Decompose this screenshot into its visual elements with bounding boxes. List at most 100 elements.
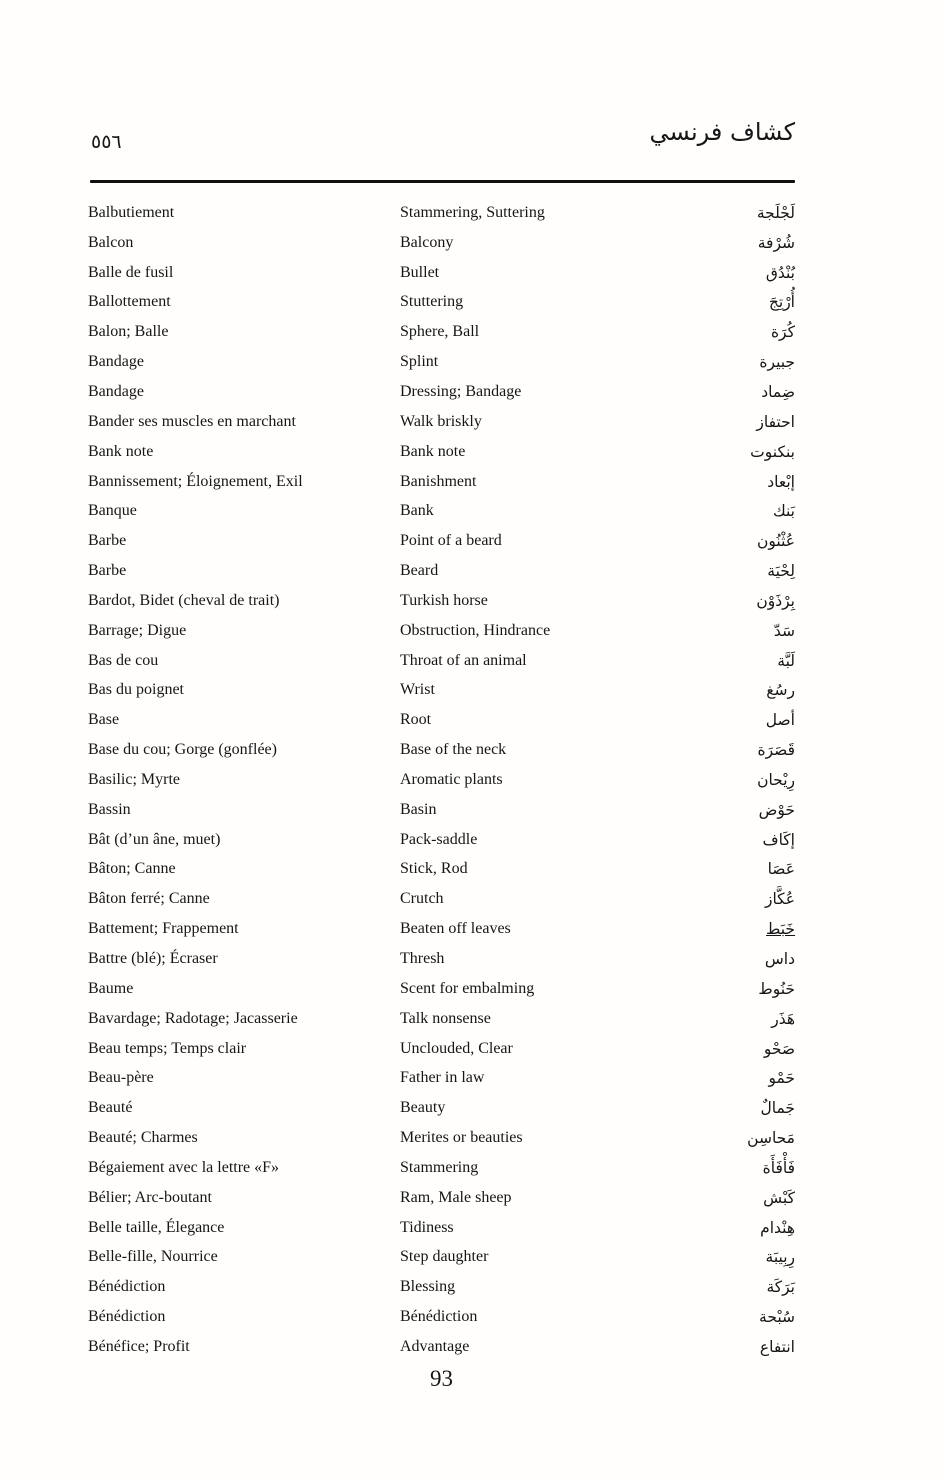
arabic-term: حَنُوط	[758, 979, 795, 998]
english-term: Bénédiction	[400, 1308, 478, 1326]
table-row: Bénédiction Blessing بَرَكَة	[88, 1272, 795, 1302]
table-row: Bardot, Bidet (cheval de trait) Turkish …	[88, 586, 795, 616]
arabic-term: رِيْحان	[757, 770, 795, 789]
english-term: Bank note	[400, 442, 466, 460]
table-row: Belle taille, Élegance Tidiness هِنْدام	[88, 1213, 795, 1243]
english-term: Aromatic plants	[400, 770, 503, 788]
french-term: Belle taille, Élegance	[88, 1218, 225, 1236]
english-term: Beard	[400, 562, 439, 580]
table-row: Bandage Splint جبيرة	[88, 347, 795, 377]
french-term: Bélier; Arc-boutant	[88, 1188, 212, 1206]
french-term: Barbe	[88, 532, 127, 550]
english-term: Blessing	[400, 1278, 456, 1296]
english-term: Beauty	[400, 1099, 446, 1117]
arabic-term: لَجْلَجة	[756, 203, 795, 222]
table-row: Belle-fille, Nourrice Step daughter رِبِ…	[88, 1243, 795, 1273]
english-term: Bullet	[400, 263, 440, 281]
english-term: Walk briskly	[400, 412, 482, 430]
french-term: Balle de fusil	[88, 263, 174, 281]
english-term: Scent for embalming	[400, 979, 535, 997]
english-term: Unclouded, Clear	[400, 1039, 513, 1057]
french-term: Base	[88, 711, 120, 729]
french-term: Balon; Balle	[88, 323, 169, 341]
english-term: Talk nonsense	[400, 1009, 491, 1027]
french-term: Bénédiction	[88, 1308, 166, 1326]
table-row: Beau temps; Temps clair Unclouded, Clear…	[88, 1034, 795, 1064]
arabic-term: جبيرة	[759, 353, 795, 372]
english-term: Stammering	[400, 1158, 479, 1176]
english-term: Basin	[400, 800, 437, 818]
table-row: Bassin Basin حَوْض	[88, 795, 795, 825]
french-term: Beau temps; Temps clair	[88, 1039, 247, 1057]
english-term: Obstruction, Hindrance	[400, 621, 551, 639]
arabic-term: بَرَكَة	[766, 1278, 795, 1297]
table-row: Bas de cou Throat of an animal لَبَّة	[88, 646, 795, 676]
table-row: Basilic; Myrte Aromatic plants رِيْحان	[88, 765, 795, 795]
arabic-term: داس	[764, 950, 795, 969]
french-term: Bégaiement avec la lettre «F»	[88, 1158, 280, 1176]
french-term: Banque	[88, 502, 137, 520]
table-row: Bénéfice; Profit Advantage انتفاع	[88, 1332, 795, 1362]
english-term: Beaten off leaves	[400, 920, 511, 938]
english-term: Banishment	[400, 472, 477, 490]
table-row: Bavardage; Radotage; Jacasserie Talk non…	[88, 1004, 795, 1034]
header-title: كشاف فرنسي	[649, 118, 795, 146]
arabic-term: أصل	[765, 711, 795, 730]
french-term: Bander ses muscles en marchant	[88, 412, 296, 430]
french-term: Bardot, Bidet (cheval de trait)	[88, 591, 280, 609]
arabic-term: جَمالٌ	[760, 1099, 795, 1118]
english-term: Balcony	[400, 233, 454, 251]
arabic-term: رِبِيبَة	[765, 1248, 795, 1267]
english-term: Point of a beard	[400, 532, 502, 550]
arabic-term: ضِماد	[761, 382, 795, 401]
english-term: Splint	[400, 353, 439, 371]
french-term: Barbe	[88, 562, 127, 580]
table-row: Base Root أصل	[88, 705, 795, 735]
english-term: Bank	[400, 502, 434, 520]
english-term: Stick, Rod	[400, 860, 468, 878]
french-term: Bannissement; Éloignement, Exil	[88, 472, 303, 490]
arabic-term: فَأْفَأَة	[762, 1158, 795, 1177]
arabic-term: عُكَّاز	[764, 890, 795, 909]
table-row: Barbe Beard لِحْيَة	[88, 556, 795, 586]
arabic-term: شُرْفة	[757, 233, 795, 252]
header-rule	[90, 180, 795, 183]
french-term: Beauté	[88, 1099, 133, 1117]
french-term: Bât (d’un âne, muet)	[88, 830, 221, 848]
table-row: Bât (d’un âne, muet) Pack-saddle إكَاف	[88, 825, 795, 855]
english-term: Merites or beauties	[400, 1129, 523, 1147]
table-row: Bannissement; Éloignement, Exil Banishme…	[88, 467, 795, 497]
french-term: Bâton ferré; Canne	[88, 890, 210, 908]
table-row: Beauté Beauty جَمالٌ	[88, 1093, 795, 1123]
english-term: Dressing; Bandage	[400, 382, 522, 400]
french-term: Balbutiement	[88, 203, 175, 221]
arabic-term: انتفاع	[759, 1337, 795, 1356]
english-term: Advantage	[400, 1337, 470, 1355]
table-row: Bénédiction Bénédiction سُبْحة	[88, 1302, 795, 1332]
english-term: Stammering, Suttering	[400, 203, 545, 221]
arabic-term: قَصَرَة	[757, 741, 795, 760]
english-term: Base of the neck	[400, 741, 507, 759]
french-term: Bénéfice; Profit	[88, 1337, 190, 1355]
arabic-term: سُبْحة	[759, 1308, 795, 1327]
french-term: Bas de cou	[88, 651, 159, 669]
footer-page-number: 93	[430, 1366, 453, 1391]
arabic-term: حَمْو	[768, 1069, 795, 1088]
table-row: Bâton; Canne Stick, Rod عَصَا	[88, 855, 795, 885]
table-row: Barbe Point of a beard عُثْنُون	[88, 526, 795, 556]
english-term: Root	[400, 711, 432, 729]
table-row: Bélier; Arc-boutant Ram, Male sheep كَبْ…	[88, 1183, 795, 1213]
english-term: Father in law	[400, 1069, 485, 1087]
french-term: Barrage; Digue	[88, 621, 187, 639]
table-row: Beauté; Charmes Merites or beauties مَحا…	[88, 1123, 795, 1153]
arabic-term: كُرَة	[770, 323, 795, 342]
table-row: Balcon Balcony شُرْفة	[88, 228, 795, 258]
arabic-term: سَدّ	[773, 621, 795, 640]
arabic-term: خَبَط	[766, 920, 795, 939]
english-term: Turkish horse	[400, 591, 488, 609]
french-term: Bank note	[88, 442, 154, 460]
english-term: Throat of an animal	[400, 651, 527, 669]
arabic-term: مَحاسِن	[747, 1129, 795, 1148]
dictionary-list: Balbutiement Stammering, Suttering لَجْل…	[88, 198, 795, 1362]
